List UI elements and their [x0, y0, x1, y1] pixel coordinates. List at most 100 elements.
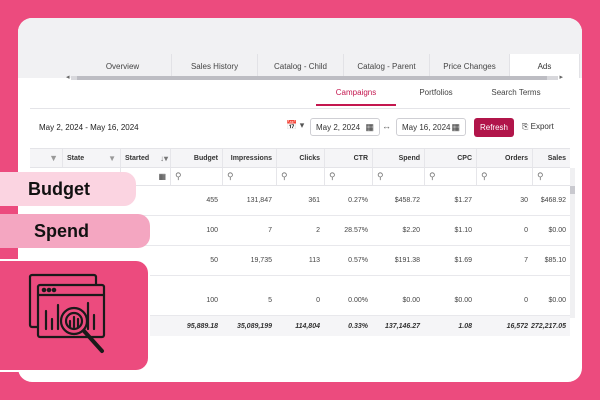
start-date-value: May 2, 2024	[316, 123, 361, 132]
header-clicks[interactable]: Clicks	[276, 149, 324, 167]
table-row[interactable]: 455 131,847 361 0.27% $458.72 $1.27 30 $…	[30, 186, 570, 216]
cell-ctr: 0.27%	[348, 197, 368, 204]
search-icon: ⚲	[377, 171, 384, 181]
header-budget[interactable]: Budget	[170, 149, 222, 167]
horizontal-scrollbar[interactable]: ◂ ▸	[66, 74, 563, 81]
cell-sales: $85.10	[544, 257, 566, 264]
scrollbar-thumb[interactable]	[570, 186, 575, 194]
ctr-filter[interactable]: ⚲	[324, 168, 372, 185]
cpc-filter[interactable]: ⚲	[424, 168, 476, 185]
header-started[interactable]: Started ↓▾	[120, 149, 170, 167]
cell-impressions: 131,847	[246, 197, 272, 204]
cell-spend: $2.20	[402, 227, 420, 234]
end-date-input[interactable]: May 16, 2024 ▦	[396, 118, 466, 136]
cell-orders: 30	[520, 197, 528, 204]
cell-clicks: 361	[308, 197, 320, 204]
cell-clicks: 2	[316, 227, 320, 234]
orders-filter[interactable]: ⚲	[476, 168, 532, 185]
total-budget: 95,889.18	[186, 322, 218, 330]
cell-impressions: 19,735	[250, 257, 272, 264]
start-date-input[interactable]: May 2, 2024 ▦	[310, 118, 380, 136]
scrollbar-thumb[interactable]	[77, 76, 547, 80]
budget-label-pill: Budget	[0, 172, 136, 206]
tab-price-changes[interactable]: Price Changes	[430, 54, 510, 78]
spend-filter[interactable]: ⚲	[372, 168, 424, 185]
cell-orders: 0	[524, 227, 528, 234]
cell-budget: 455	[206, 197, 218, 204]
scroll-left-icon[interactable]: ◂	[66, 74, 70, 81]
cell-spend: $0.00	[402, 297, 420, 304]
cell-sales: $0.00	[548, 297, 566, 304]
sort-icon[interactable]: ↓▾	[159, 153, 168, 163]
spend-label-pill: Spend	[0, 214, 150, 248]
tab-list: Overview Sales History Catalog - Child C…	[74, 54, 580, 78]
budget-filter[interactable]: ⚲	[170, 168, 222, 185]
calendar-preset-button[interactable]: 📅 ▾	[286, 120, 304, 131]
cell-sales: $468.92	[540, 197, 566, 204]
cell-impressions: 7	[268, 227, 272, 234]
cell-ctr: 0.57%	[348, 257, 368, 264]
header-cpc[interactable]: CPC	[424, 149, 476, 167]
tab-catalog-parent[interactable]: Catalog - Parent	[344, 54, 430, 78]
header-orders[interactable]: Orders	[476, 149, 532, 167]
total-orders: 16,572	[506, 322, 528, 330]
header-state[interactable]: State ▼	[62, 149, 120, 167]
total-ctr: 0.33%	[348, 322, 368, 330]
filter-icon[interactable]: ▼	[49, 153, 58, 163]
cell-budget: 50	[210, 257, 218, 264]
header-spend[interactable]: Spend	[372, 149, 424, 167]
search-icon: ⚲	[329, 171, 336, 181]
totals-row: 95,889.18 35,089,199 114,804 0.33% 137,1…	[30, 316, 570, 336]
clicks-filter[interactable]: ⚲	[276, 168, 324, 185]
header-ctr[interactable]: CTR	[324, 149, 372, 167]
tab-ads[interactable]: Ads	[510, 54, 580, 78]
refresh-button[interactable]: Refresh	[474, 118, 514, 137]
cell-cpc: $1.27	[454, 197, 472, 204]
tab-catalog-child[interactable]: Catalog - Child	[258, 54, 344, 78]
cell-clicks: 0	[316, 297, 320, 304]
cell-ctr: 28.57%	[344, 227, 368, 234]
subtab-list: Campaigns Portfolios Search Terms	[316, 88, 556, 106]
chart-analysis-icon	[28, 273, 106, 353]
search-icon: ⚲	[537, 171, 544, 181]
search-icon: ⚲	[281, 171, 288, 181]
calendar-icon[interactable]: ▦	[158, 172, 166, 181]
subtab-campaigns[interactable]: Campaigns	[316, 88, 396, 106]
cell-spend: $191.38	[394, 257, 420, 264]
cell-cpc: $0.00	[454, 297, 472, 304]
sales-filter[interactable]: ⚲	[532, 168, 570, 185]
end-date-value: May 16, 2024	[402, 123, 451, 132]
cell-orders: 0	[524, 297, 528, 304]
total-cpc: 1.08	[458, 322, 472, 330]
header-impressions[interactable]: Impressions	[222, 149, 276, 167]
export-button[interactable]: ⎘ Export	[522, 122, 554, 132]
divider	[30, 108, 570, 109]
cell-clicks: 113	[308, 257, 320, 264]
search-icon: ⚲	[429, 171, 436, 181]
tab-overview[interactable]: Overview	[74, 54, 172, 78]
cell-budget: 100	[206, 227, 218, 234]
filter-icon[interactable]: ▼	[108, 153, 116, 163]
export-icon: ⎘	[522, 122, 529, 131]
impressions-filter[interactable]: ⚲	[222, 168, 276, 185]
cell-cpc: $1.69	[454, 257, 472, 264]
vertical-scrollbar[interactable]	[570, 168, 575, 318]
subtab-search-terms[interactable]: Search Terms	[491, 88, 541, 97]
cell-ctr: 0.00%	[348, 297, 368, 304]
table-row[interactable]: 100 7 2 28.57% $2.20 $1.10 0 $0.00	[30, 216, 570, 246]
scroll-right-icon[interactable]: ▸	[559, 74, 563, 81]
search-icon: ⚲	[481, 171, 488, 181]
search-icon: ⚲	[175, 171, 182, 181]
tab-bar: Overview Sales History Catalog - Child C…	[18, 18, 582, 81]
table-row[interactable]: 50 19,735 113 0.57% $191.38 $1.69 7 $85.…	[30, 246, 570, 276]
calendar-icon: 📅	[286, 120, 298, 130]
tab-sales-history[interactable]: Sales History	[172, 54, 258, 78]
cell-orders: 7	[524, 257, 528, 264]
subtab-portfolios[interactable]: Portfolios	[419, 88, 453, 97]
search-icon: ⚲	[227, 171, 234, 181]
calendar-icon[interactable]: ▦	[451, 122, 460, 132]
calendar-icon[interactable]: ▦	[365, 122, 374, 132]
export-label: Export	[530, 122, 554, 131]
header-state-label: State	[67, 154, 85, 162]
header-sales[interactable]: Sales	[532, 149, 570, 167]
